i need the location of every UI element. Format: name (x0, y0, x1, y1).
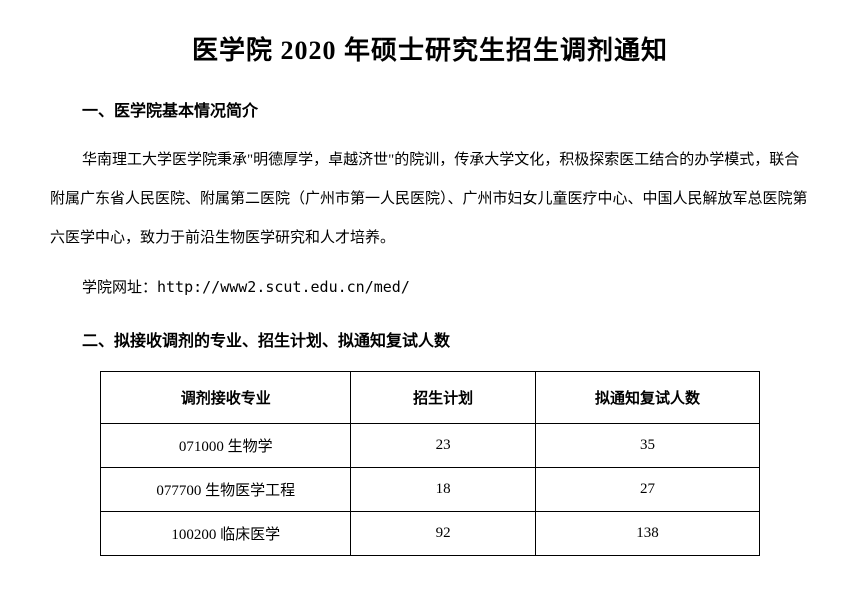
admissions-table: 调剂接收专业 招生计划 拟通知复试人数 071000 生物学 23 35 077… (100, 371, 760, 556)
table-header-row: 调剂接收专业 招生计划 拟通知复试人数 (101, 372, 760, 424)
table-header-plan: 招生计划 (351, 372, 536, 424)
table-cell-major: 071000 生物学 (101, 424, 351, 468)
page-title: 医学院 2020 年硕士研究生招生调剂通知 (50, 30, 810, 67)
table-cell-plan: 18 (351, 468, 536, 512)
table-row: 077700 生物医学工程 18 27 (101, 468, 760, 512)
table-row: 071000 生物学 23 35 (101, 424, 760, 468)
table-header-major: 调剂接收专业 (101, 372, 351, 424)
table-cell-major: 100200 临床医学 (101, 512, 351, 556)
table-cell-notice: 35 (535, 424, 759, 468)
admissions-table-container: 调剂接收专业 招生计划 拟通知复试人数 071000 生物学 23 35 077… (100, 371, 760, 556)
table-cell-plan: 23 (351, 424, 536, 468)
table-row: 100200 临床医学 92 138 (101, 512, 760, 556)
table-cell-notice: 138 (535, 512, 759, 556)
school-url: 学院网址：http://www2.scut.edu.cn/med/ (50, 268, 810, 307)
table-cell-plan: 92 (351, 512, 536, 556)
section2-heading: 二、拟接收调剂的专业、招生计划、拟通知复试人数 (50, 327, 810, 351)
table-cell-notice: 27 (535, 468, 759, 512)
section1-paragraph: 华南理工大学医学院秉承"明德厚学，卓越济世"的院训，传承大学文化，积极探索医工结… (50, 141, 810, 258)
table-header-notice: 拟通知复试人数 (535, 372, 759, 424)
table-cell-major: 077700 生物医学工程 (101, 468, 351, 512)
section1-heading: 一、医学院基本情况简介 (50, 97, 810, 121)
